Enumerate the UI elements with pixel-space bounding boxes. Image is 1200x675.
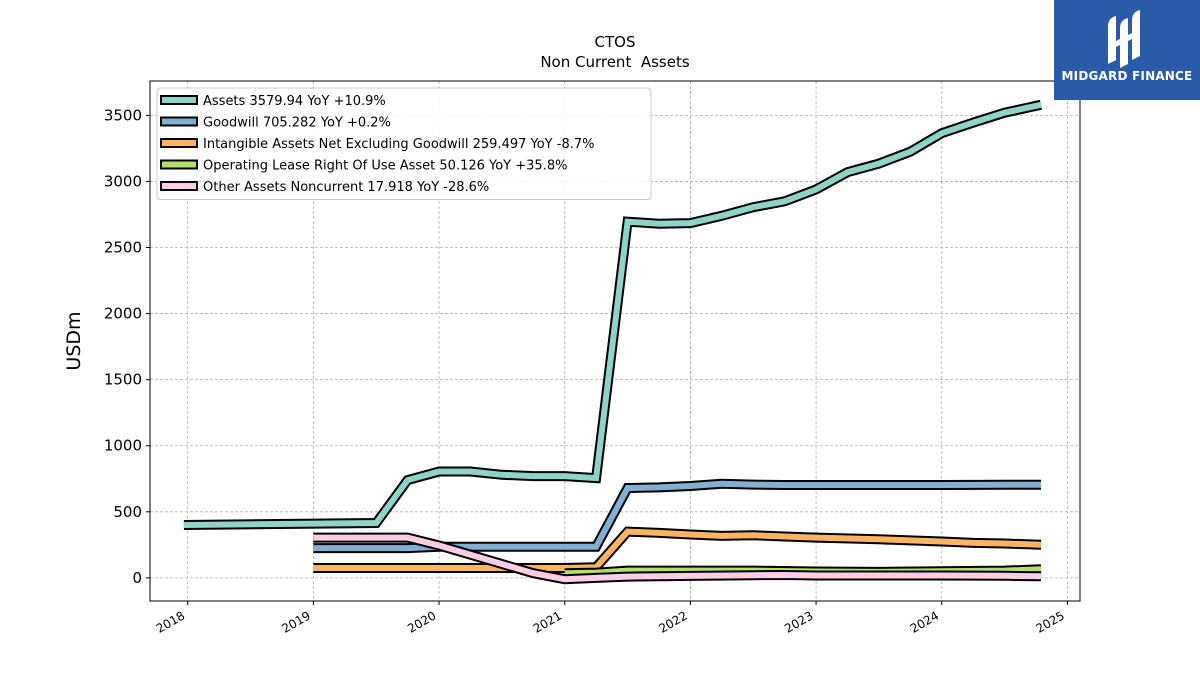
x-tick-label: 2025: [1033, 608, 1066, 635]
x-tick-label: 2018: [154, 608, 187, 635]
legend-swatch: [160, 181, 198, 191]
series-lines: [183, 99, 1043, 585]
legend-item: Other Assets Noncurrent 17.918 YoY -28.6…: [160, 180, 489, 195]
y-tick-label: 1000: [104, 437, 142, 455]
y-tick-label: 500: [113, 503, 142, 521]
series-line: [313, 534, 1042, 583]
legend-label: Other Assets Noncurrent 17.918 YoY -28.6…: [203, 180, 489, 195]
chart-titles: CTOS Non Current Assets: [540, 33, 690, 71]
x-tick-label: 2019: [279, 608, 312, 635]
brand-logo: MIDGARD FINANCE: [1054, 0, 1200, 100]
legend-swatch: [160, 138, 198, 148]
legend-label: Intangible Assets Net Excluding Goodwill…: [203, 137, 594, 152]
x-tick-label: 2023: [782, 608, 815, 635]
x-tick-label: 2022: [656, 608, 689, 635]
y-tick-label: 3500: [104, 106, 142, 124]
series-0: [183, 99, 1043, 530]
legend-item: Goodwill 705.282 YoY +0.2%: [160, 116, 391, 131]
x-tick-label: 2024: [908, 608, 941, 635]
series-line: [183, 101, 1042, 528]
brand-mark-icon: [1108, 10, 1140, 68]
legend-label: Goodwill 705.282 YoY +0.2%: [203, 116, 391, 131]
x-axis: 2018 2019 2020 2021 2022 2023 2024 2025: [154, 601, 1068, 636]
series-2: [313, 526, 1042, 573]
legend-swatch: [160, 159, 198, 170]
series-line: [313, 528, 1042, 571]
legend-box: [156, 87, 652, 200]
legend-item: Intangible Assets Net Excluding Goodwill…: [160, 137, 594, 152]
legend: Assets 3579.94 YoY +10.9% Goodwill 705.28…: [156, 87, 652, 200]
legend-swatch: [160, 116, 198, 127]
chart-title: CTOS: [595, 33, 636, 51]
y-tick-label: 2000: [104, 305, 142, 323]
y-axis-label: USDm: [63, 311, 85, 370]
y-tick-label: 3000: [104, 172, 142, 190]
legend-label: Assets 3579.94 YoY +10.9%: [203, 94, 386, 109]
x-tick-label: 2020: [405, 608, 438, 635]
series-4: [313, 532, 1042, 585]
legend-label: Operating Lease Right Of Use Asset 50.12…: [203, 159, 567, 174]
legend-item: Operating Lease Right Of Use Asset 50.12…: [160, 159, 567, 174]
legend-swatch: [160, 95, 198, 105]
plot-frame: [149, 80, 1081, 602]
y-tick-label: 0: [132, 569, 142, 587]
y-tick-label: 2500: [104, 239, 142, 257]
legend-item: Assets 3579.94 YoY +10.9%: [160, 94, 386, 109]
y-axis: 0 500 1000 1500 2000 2500 3000 3500: [104, 106, 150, 587]
x-tick-label: 2021: [531, 608, 564, 635]
brand-name: MIDGARD FINANCE: [1061, 69, 1193, 83]
chart-subtitle: Non Current Assets: [540, 53, 690, 71]
y-tick-label: 1500: [104, 371, 142, 389]
